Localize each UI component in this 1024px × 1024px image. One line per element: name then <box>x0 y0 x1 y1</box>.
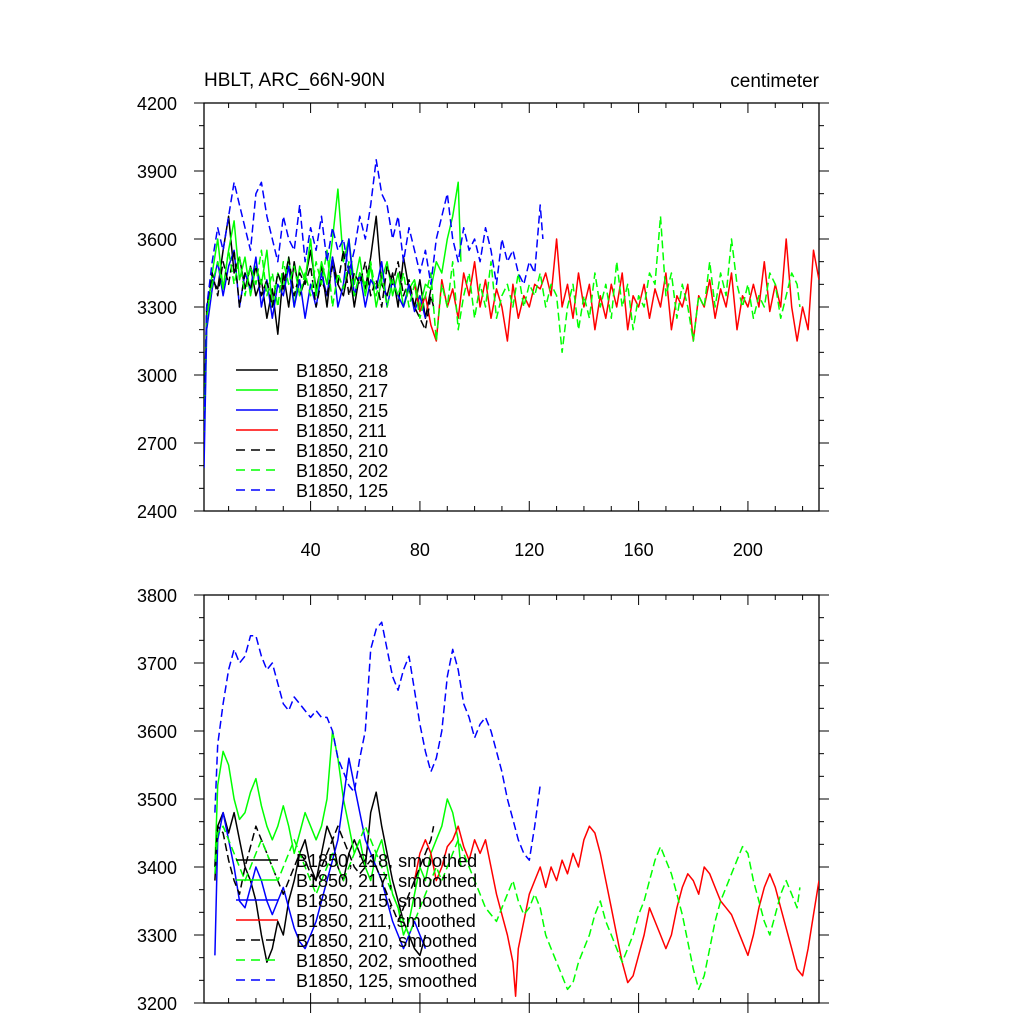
legend-label: B1850, 217 <box>296 381 388 401</box>
legend-label: B1850, 125, smoothed <box>296 971 477 991</box>
chart-units: centimeter <box>730 71 819 92</box>
chart-top-panel: HBLT, ARC_66N-90N centimeter 40 80 120 160 2… <box>137 70 829 560</box>
x-tick-label: 120 <box>514 540 544 560</box>
y-tick-label: 3600 <box>137 722 177 742</box>
chart-title: HBLT, ARC_66N-90N <box>204 70 385 91</box>
series-line <box>204 215 801 432</box>
legend-label: B1850, 211, smoothed <box>296 911 476 931</box>
legend-label: B1850, 202 <box>296 461 388 481</box>
series-line <box>214 825 435 923</box>
series-line <box>214 757 427 956</box>
y-tick-label: 2400 <box>137 502 177 522</box>
legend-label: B1850, 211 <box>296 421 387 441</box>
series-line <box>204 158 544 444</box>
legend-label: B1850, 215, smoothed <box>296 891 477 911</box>
legend-label: B1850, 218, smoothed <box>296 851 477 871</box>
y-tick-label: 3300 <box>137 298 177 318</box>
series-line <box>214 730 462 936</box>
y-tick-label: 2700 <box>137 434 177 454</box>
series-line <box>204 181 462 444</box>
x-tick-label: 80 <box>410 540 430 560</box>
series-line <box>204 249 435 432</box>
y-tick-label: 4200 <box>137 94 177 114</box>
x-tick-label: 160 <box>624 540 654 560</box>
legend-label: B1850, 125 <box>296 481 388 501</box>
legend-label: B1850, 202, smoothed <box>296 951 477 971</box>
series-line <box>214 825 801 991</box>
series-line <box>413 825 819 997</box>
y-tick-label: 3300 <box>137 926 177 946</box>
y-tick-label: 3900 <box>137 162 177 182</box>
y-tick-label: 3800 <box>137 586 177 606</box>
series-line <box>214 621 541 861</box>
legend-label: B1850, 210, smoothed <box>296 931 477 951</box>
y-tick-label: 3400 <box>137 858 177 878</box>
legend-label: B1850, 218 <box>296 361 388 381</box>
y-tick-label: 3500 <box>137 790 177 810</box>
legend-label: B1850, 217, smoothed <box>296 871 477 891</box>
legend-label: B1850, 215 <box>296 401 388 421</box>
y-tick-label: 3700 <box>137 654 177 674</box>
x-tick-label: 40 <box>301 540 321 560</box>
y-tick-label: 3600 <box>137 230 177 250</box>
y-tick-label: 3000 <box>137 366 177 386</box>
chart-bottom-panel: 3200 3300 3400 3500 3600 3700 3800 B1850, 218, … <box>137 586 829 1014</box>
y-tick-label: 3200 <box>137 994 177 1014</box>
x-tick-label: 200 <box>733 540 763 560</box>
series-line <box>413 238 819 342</box>
legend-label: B1850, 210 <box>296 441 388 461</box>
